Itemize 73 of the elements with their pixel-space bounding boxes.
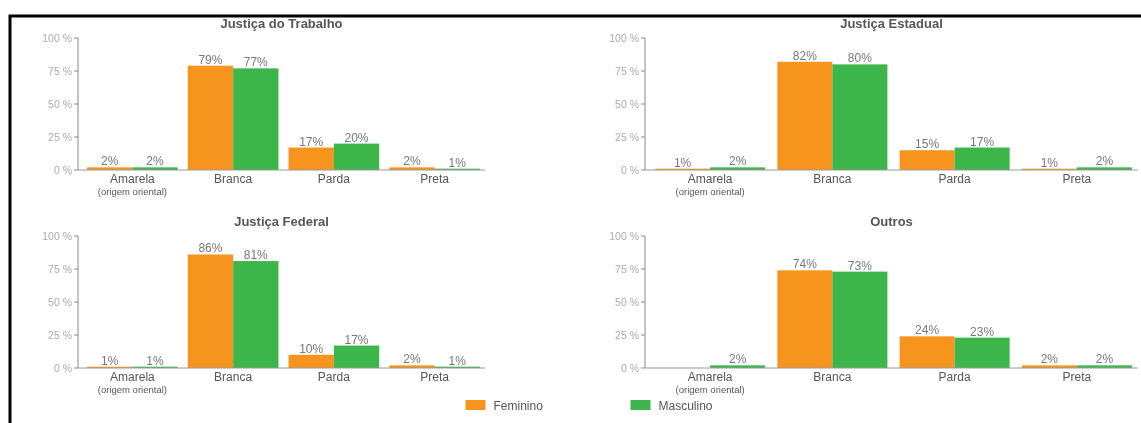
y-tick-label: 100 % [42,230,72,242]
y-tick-label: 100 % [42,32,72,44]
y-tick-label: 25 % [615,329,639,341]
x-tick-label: Branca [214,370,253,384]
data-label: 23% [970,324,995,339]
data-label: 24% [915,323,940,338]
data-label: 86% [198,241,223,256]
data-label: 2% [728,352,747,367]
x-tick-label: Branca [813,370,852,384]
chart-title: Justiça do Trabalho [220,16,343,31]
data-label: 1% [146,353,165,368]
data-label: 20% [344,130,369,145]
data-label: 2% [101,154,119,169]
y-tick-label: 50 % [48,296,72,308]
x-tick-label: Preta [420,370,450,384]
data-label: 17% [299,134,324,149]
y-tick-label: 0 % [620,362,639,374]
y-tick-label: 75 % [48,263,72,275]
x-tick-label: Amarela (origem oriental) [97,172,167,197]
legend-label: Masculino [658,399,713,413]
data-label: 82% [792,48,818,63]
x-tick-label: Branca [214,172,253,186]
y-tick-label: 100 % [609,230,639,242]
y-tick-label: 50 % [615,296,639,308]
y-tick-label: 75 % [48,65,72,77]
x-tick-label: Amarela (origem oriental) [97,370,167,395]
y-tick-label: 0 % [53,164,72,176]
data-label: 77% [243,55,269,70]
data-label: 15% [915,137,940,152]
data-label: 2% [403,154,421,169]
data-label: 2% [1095,154,1114,169]
data-label: 79% [198,52,223,67]
data-label: 1% [101,353,119,368]
data-label: 1% [1040,155,1059,170]
data-label: 74% [792,257,818,272]
data-label: 73% [847,258,873,273]
x-tick-label: Branca [813,172,852,186]
x-tick-label: Preta [420,172,450,186]
x-tick-label: Amarela (origem oriental) [675,172,745,197]
y-tick-label: 75 % [615,65,639,77]
data-label: 81% [243,248,269,263]
y-tick-label: 25 % [615,131,639,143]
data-label: 2% [146,154,165,169]
x-tick-label: Amarela (origem oriental) [675,370,745,395]
data-label: 80% [847,51,873,66]
data-label: 1% [673,155,692,170]
data-label: 17% [344,332,369,347]
chart-title: Justiça Federal [234,214,329,229]
chart-title: Outros [870,214,913,229]
x-tick-label: Preta [1062,370,1092,384]
data-label: 2% [1040,352,1059,367]
data-label: 1% [448,353,467,368]
x-tick-label: Preta [1062,172,1092,186]
y-tick-label: 50 % [48,98,72,110]
y-tick-label: 25 % [48,131,72,143]
legend-label: Feminino [493,399,544,413]
y-tick-label: 100 % [609,32,639,44]
y-tick-label: 50 % [615,98,639,110]
y-tick-label: 0 % [620,164,639,176]
y-tick-label: 0 % [53,362,72,374]
y-tick-label: 25 % [48,329,72,341]
data-label: 2% [728,154,747,169]
chart-title: Justiça Estadual [840,16,943,31]
data-label: 17% [970,134,995,149]
x-tick-label: Parda [317,172,351,186]
data-label: 10% [299,341,324,356]
data-label: 1% [448,155,467,170]
x-tick-label: Parda [317,370,351,384]
x-tick-label: Parda [938,370,971,384]
data-label: 2% [1095,352,1114,367]
x-tick-label: Parda [938,172,971,186]
y-tick-label: 75 % [615,263,639,275]
data-label: 2% [403,352,421,367]
